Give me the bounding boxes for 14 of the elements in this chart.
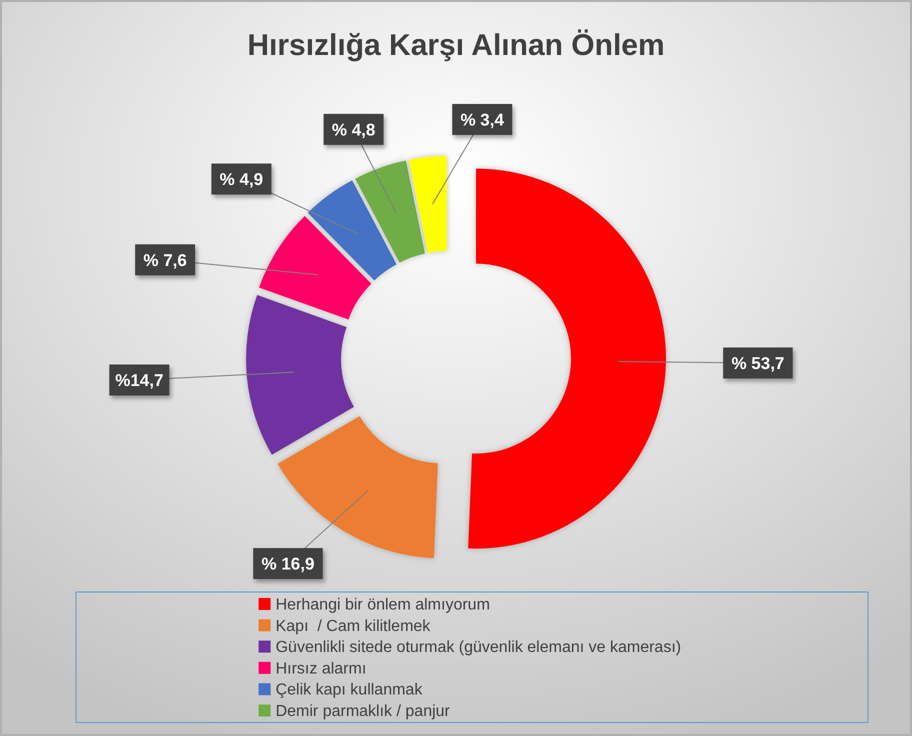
legend-label: Demir parmaklık / panjur <box>276 703 451 720</box>
data-label: % 3,4 <box>460 110 504 130</box>
data-label: %14,7 <box>115 371 164 390</box>
chart-title: Hırsızlığa Karşı Alınan Önlem <box>247 29 665 62</box>
data-label: % 4,8 <box>332 120 376 140</box>
legend-label: Çelik kapı kullanmak <box>276 682 424 699</box>
legend-label: Herhangi bir önlem almıyorum <box>276 596 490 614</box>
data-label: % 4,9 <box>220 170 264 190</box>
legend-label: Kapı / Cam kilitlemek <box>276 618 432 635</box>
legend-label: Güvenlikli sitede oturmak (güvenlik elemanı ve kamerası) <box>276 639 682 656</box>
data-label: % 7,6 <box>143 250 187 270</box>
legend-label: Hırsız alarmı <box>276 660 366 678</box>
data-label: % 53,7 <box>731 354 784 373</box>
data-label: % 16,9 <box>262 554 314 574</box>
